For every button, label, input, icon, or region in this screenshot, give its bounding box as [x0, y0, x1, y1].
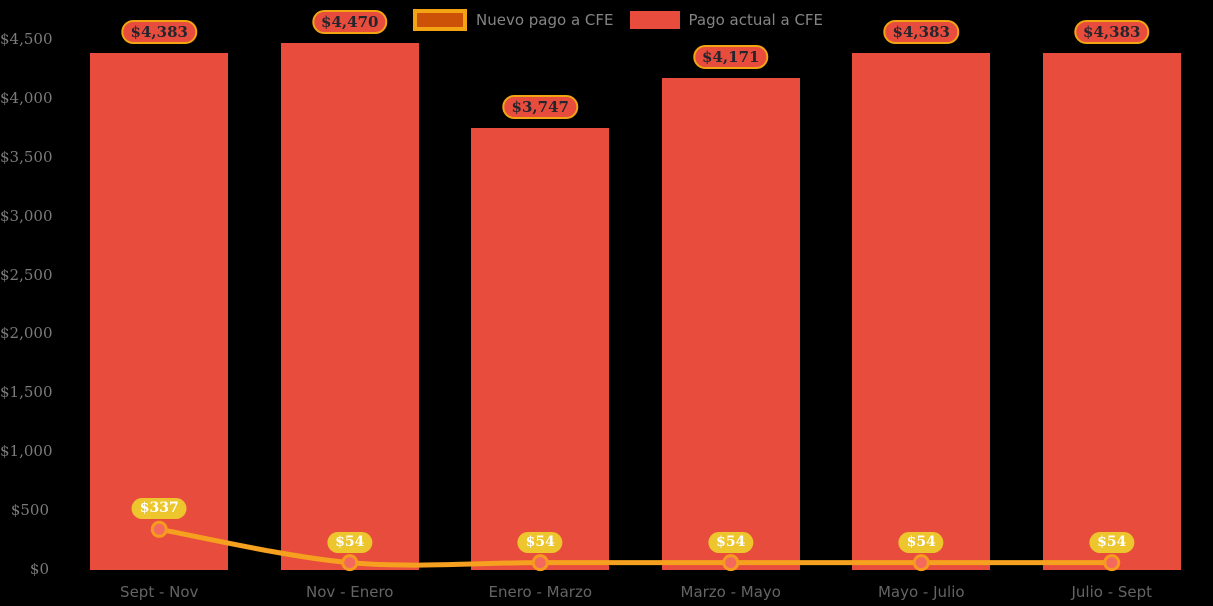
- line-value-label: $54: [1089, 531, 1135, 553]
- line-value-label: $54: [708, 531, 754, 553]
- legend-item-pago-actual[interactable]: Pago actual a CFE: [629, 9, 824, 31]
- bar-pago-actual: [280, 42, 419, 570]
- line-marker: [531, 554, 549, 572]
- y-tick-label: $4,000: [0, 88, 53, 107]
- legend-item-nuevo-pago[interactable]: Nuevo pago a CFE: [413, 9, 614, 31]
- bar-pago-actual: [661, 77, 800, 570]
- bar-value-label: $4,171: [693, 44, 769, 69]
- y-tick-label: $0: [29, 560, 49, 578]
- bar-value-label: $4,383: [883, 19, 959, 44]
- x-axis-label: Marzo - Mayo: [680, 583, 782, 601]
- legend-label-nuevo-pago: Nuevo pago a CFE: [476, 11, 614, 29]
- y-tick-label: $4,500: [0, 30, 53, 48]
- x-axis-label: Julio - Sept: [1071, 583, 1153, 601]
- y-tick-label: $2,500: [0, 265, 53, 284]
- x-axis-label: Sept - Nov: [120, 583, 199, 601]
- line-value-label: $54: [898, 531, 944, 553]
- bar-value-label: $4,383: [1074, 19, 1150, 44]
- y-tick-label: $1,000: [0, 442, 53, 461]
- line-value-label: $54: [327, 531, 373, 553]
- line-path: [156, 526, 1115, 568]
- line-marker: [1103, 554, 1121, 572]
- y-tick-label: $1,500: [0, 383, 53, 402]
- x-axis-label: Nov - Enero: [306, 583, 394, 601]
- bar-value-label: $4,383: [121, 19, 197, 44]
- line-marker: [722, 554, 740, 572]
- y-tick-label: $3,000: [0, 206, 53, 225]
- line-value-label: $337: [131, 498, 187, 520]
- legend-swatch-nuevo-pago: [413, 9, 467, 31]
- bar-pago-actual: [852, 52, 991, 570]
- bar-pago-actual: [90, 52, 229, 570]
- bar-pago-actual: [1042, 52, 1181, 570]
- x-axis-label: Enero - Marzo: [488, 583, 593, 601]
- line-value-label: $54: [517, 531, 563, 553]
- y-tick-label: $3,500: [0, 147, 53, 166]
- y-tick-label: $500: [10, 501, 49, 520]
- line-marker: [150, 520, 168, 538]
- y-tick-label: $2,000: [0, 324, 53, 343]
- bar-pago-actual: [471, 127, 610, 570]
- bar-value-label: $4,470: [312, 9, 388, 34]
- line-marker: [341, 554, 359, 572]
- legend: Nuevo pago a CFE Pago actual a CFE: [413, 8, 823, 32]
- legend-label-pago-actual: Pago actual a CFE: [688, 11, 824, 29]
- x-axis-label: Mayo - Julio: [877, 583, 965, 601]
- legend-swatch-pago-actual: [629, 11, 680, 29]
- line-marker: [912, 554, 930, 572]
- bar-value-label: $3,747: [502, 94, 578, 119]
